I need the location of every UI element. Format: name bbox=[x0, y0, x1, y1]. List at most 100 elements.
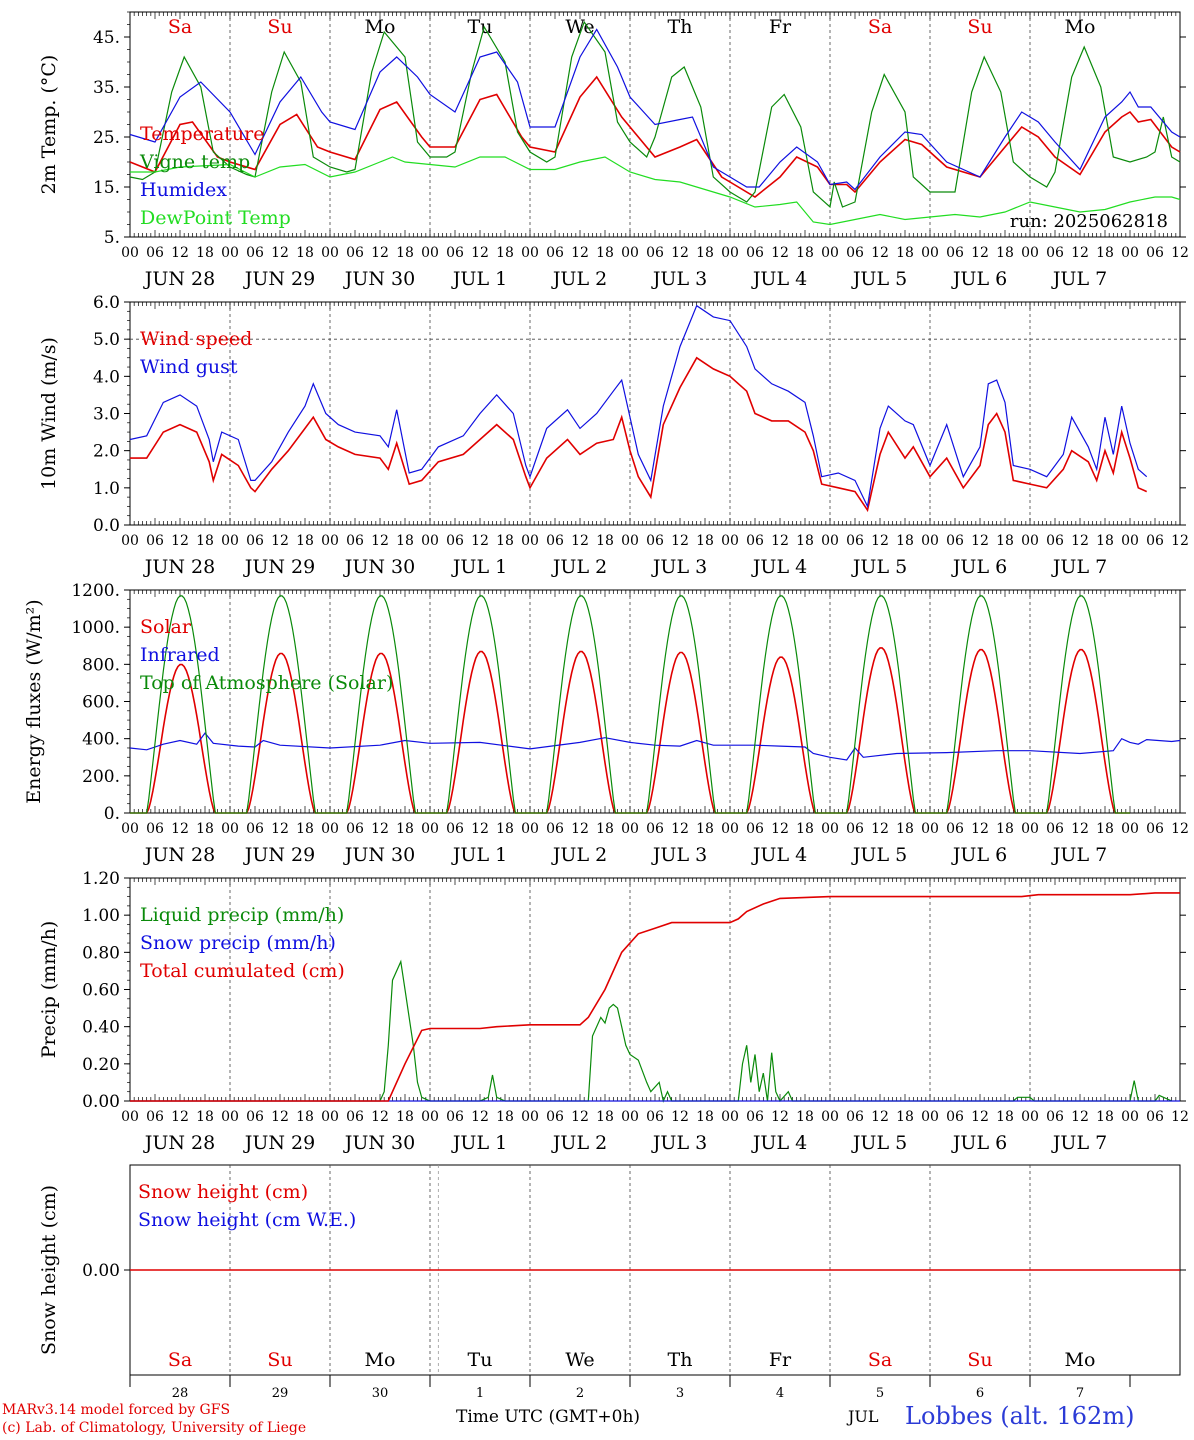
hour-tick-label: 00 bbox=[521, 533, 539, 549]
hour-tick-label: 12 bbox=[771, 821, 789, 837]
date-label: JUL 5 bbox=[851, 1132, 907, 1154]
day-number-label: 3 bbox=[676, 1386, 684, 1401]
hour-tick-label: 12 bbox=[671, 245, 689, 261]
hour-tick-label: 12 bbox=[871, 1109, 889, 1125]
hour-tick-label: 00 bbox=[621, 533, 639, 549]
hour-tick-label: 12 bbox=[771, 245, 789, 261]
hour-tick-label: 06 bbox=[746, 245, 764, 261]
date-label: JUL 7 bbox=[1051, 268, 1107, 290]
hour-tick-label: 18 bbox=[796, 821, 814, 837]
hour-tick-label: 12 bbox=[571, 533, 589, 549]
y-tick-label: 0.80 bbox=[82, 943, 120, 963]
hour-tick-label: 18 bbox=[796, 533, 814, 549]
hour-tick-label: 06 bbox=[546, 533, 564, 549]
hour-tick-label: 00 bbox=[121, 533, 139, 549]
hour-tick-label: 18 bbox=[1096, 245, 1114, 261]
day-number-label: 4 bbox=[776, 1386, 784, 1401]
legend-entry: Top of Atmosphere (Solar) bbox=[140, 672, 393, 694]
hour-tick-label: 06 bbox=[846, 1109, 864, 1125]
station-label: Lobbes (alt. 162m) bbox=[905, 1402, 1135, 1430]
hour-tick-label: 06 bbox=[946, 1109, 964, 1125]
date-label: JUL 6 bbox=[951, 844, 1007, 866]
hour-tick-label: 06 bbox=[1146, 533, 1164, 549]
hour-tick-label: 00 bbox=[521, 1109, 539, 1125]
hour-tick-label: 06 bbox=[1146, 1109, 1164, 1125]
y-tick-label: 1200. bbox=[71, 581, 120, 601]
hour-tick-label: 12 bbox=[1171, 821, 1189, 837]
series-wind-gust bbox=[129, 304, 1148, 509]
date-label: JUN 29 bbox=[243, 556, 315, 578]
run-label: run: 2025062818 bbox=[1010, 211, 1168, 232]
weekday-label: We bbox=[565, 16, 594, 38]
series-liquid-precip-mm-h- bbox=[130, 959, 1172, 1103]
hour-tick-label: 00 bbox=[621, 1109, 639, 1125]
hour-tick-label: 06 bbox=[546, 821, 564, 837]
hour-tick-label: 12 bbox=[671, 821, 689, 837]
hour-tick-label: 00 bbox=[921, 245, 939, 261]
hour-tick-label: 12 bbox=[871, 821, 889, 837]
hour-tick-label: 18 bbox=[396, 245, 414, 261]
date-label: JUL 6 bbox=[951, 556, 1007, 578]
y-tick-label: 800. bbox=[82, 655, 120, 675]
legend-entry: Humidex bbox=[140, 179, 227, 201]
hour-tick-label: 18 bbox=[296, 245, 314, 261]
weekday-label: Fr bbox=[769, 1349, 792, 1371]
hour-tick-label: 00 bbox=[921, 533, 939, 549]
weekday-label: Th bbox=[668, 16, 693, 38]
hour-tick-label: 06 bbox=[346, 533, 364, 549]
day-number-label: 5 bbox=[876, 1386, 884, 1401]
y-tick-label: 2.0 bbox=[93, 442, 120, 462]
date-label: JUL 5 bbox=[851, 268, 907, 290]
legend-entry: Total cumulated (cm) bbox=[140, 960, 345, 982]
hour-tick-label: 06 bbox=[346, 245, 364, 261]
date-label: JUL 1 bbox=[451, 844, 507, 866]
hour-tick-label: 12 bbox=[271, 821, 289, 837]
y-tick-label: 0.00 bbox=[82, 1092, 120, 1112]
hour-tick-label: 18 bbox=[496, 533, 514, 549]
hour-tick-label: 18 bbox=[596, 1109, 614, 1125]
hour-tick-label: 06 bbox=[1046, 245, 1064, 261]
hour-tick-label: 06 bbox=[646, 245, 664, 261]
hour-tick-label: 18 bbox=[796, 245, 814, 261]
hour-tick-label: 12 bbox=[771, 533, 789, 549]
hour-tick-label: 12 bbox=[171, 821, 189, 837]
hour-tick-label: 06 bbox=[646, 533, 664, 549]
hour-tick-label: 18 bbox=[996, 821, 1014, 837]
series-total-cumulated-cm- bbox=[130, 892, 1180, 1102]
hour-tick-label: 06 bbox=[146, 1109, 164, 1125]
hour-tick-label: 18 bbox=[296, 533, 314, 549]
month-label: JUL bbox=[848, 1407, 879, 1426]
y-tick-label: 25. bbox=[93, 128, 120, 148]
date-label: JUL 5 bbox=[851, 844, 907, 866]
hour-tick-label: 12 bbox=[171, 1109, 189, 1125]
date-label: JUN 30 bbox=[343, 844, 415, 866]
hour-tick-label: 06 bbox=[746, 1109, 764, 1125]
hour-tick-label: 06 bbox=[1046, 821, 1064, 837]
hour-tick-label: 06 bbox=[946, 245, 964, 261]
y-tick-label: 5.0 bbox=[93, 330, 120, 350]
hour-tick-label: 00 bbox=[321, 821, 339, 837]
y-tick-label: 200. bbox=[82, 767, 120, 787]
lab-credit: (c) Lab. of Climatology, University of L… bbox=[2, 1420, 307, 1436]
hour-tick-label: 18 bbox=[1096, 821, 1114, 837]
date-label: JUL 4 bbox=[751, 268, 807, 290]
y-tick-label: 1000. bbox=[71, 618, 120, 638]
date-label: JUL 2 bbox=[551, 1132, 607, 1154]
y-tick-label: 1.00 bbox=[82, 906, 120, 926]
hour-tick-label: 18 bbox=[296, 821, 314, 837]
legend-entry: Snow height (cm) bbox=[138, 1181, 308, 1203]
day-number-label: 1 bbox=[476, 1386, 484, 1401]
weekday-label: We bbox=[565, 1349, 594, 1371]
hour-tick-label: 06 bbox=[846, 533, 864, 549]
hour-tick-label: 06 bbox=[546, 1109, 564, 1125]
legend-entry: Wind speed bbox=[140, 328, 252, 350]
hour-tick-label: 06 bbox=[846, 245, 864, 261]
weekday-label: Su bbox=[967, 1349, 992, 1371]
hour-tick-label: 00 bbox=[1021, 533, 1039, 549]
hour-tick-label: 00 bbox=[721, 533, 739, 549]
legend-entry: Solar bbox=[140, 616, 192, 638]
hour-tick-label: 00 bbox=[221, 533, 239, 549]
hour-tick-label: 00 bbox=[221, 245, 239, 261]
hour-tick-label: 12 bbox=[871, 245, 889, 261]
hour-tick-label: 12 bbox=[471, 533, 489, 549]
